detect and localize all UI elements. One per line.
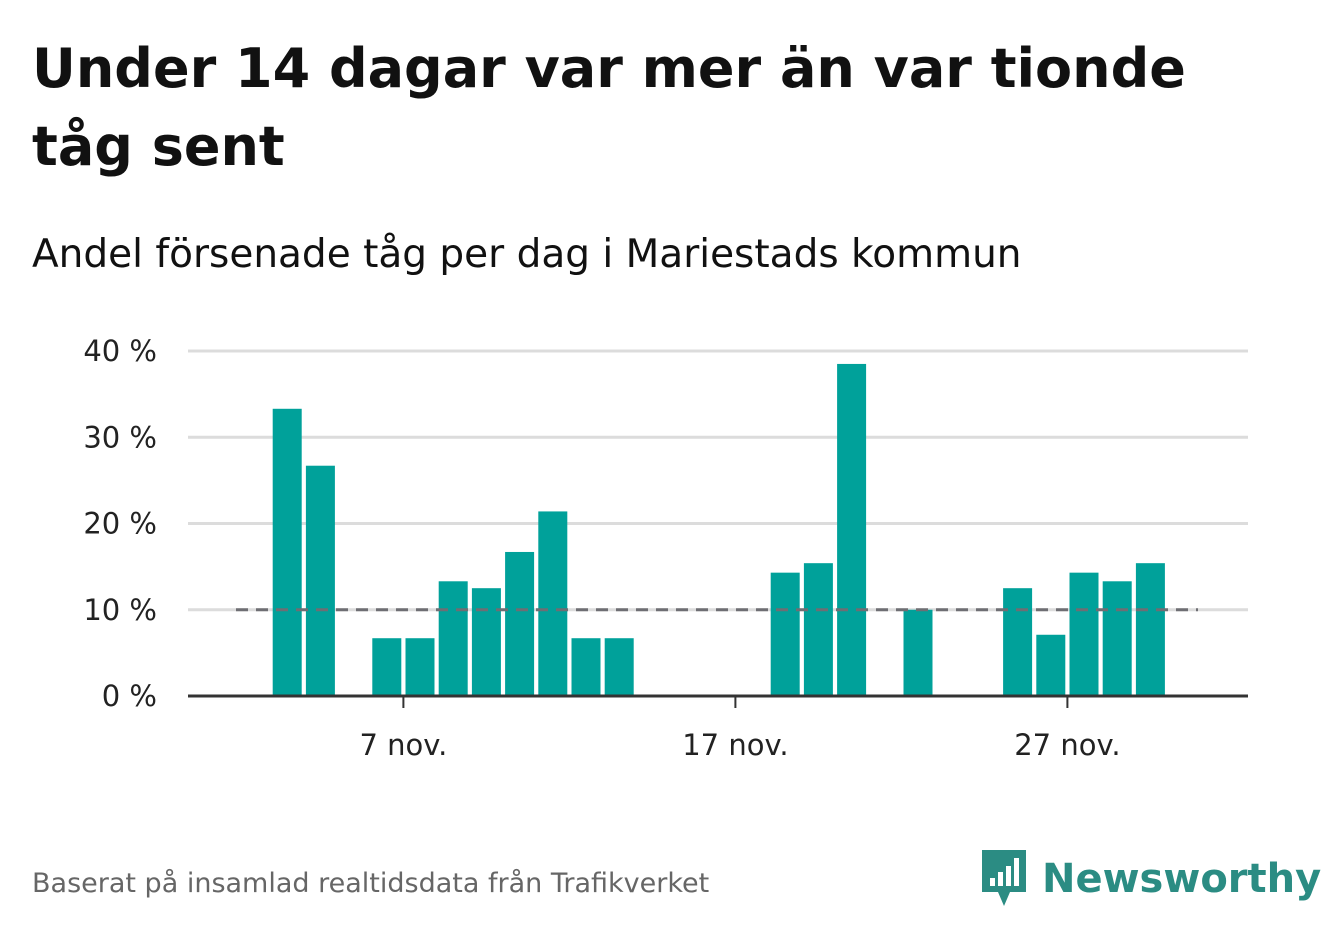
bar bbox=[538, 511, 568, 696]
y-tick-label: 40 % bbox=[83, 334, 157, 368]
bar bbox=[604, 638, 634, 696]
brand-logo: Newsworthy bbox=[980, 848, 1321, 910]
bar bbox=[770, 572, 800, 696]
bar bbox=[1003, 588, 1033, 696]
chart-title: Under 14 dagar var mer än var tionde tåg… bbox=[32, 37, 1186, 178]
bar bbox=[1135, 563, 1165, 696]
y-tick-label: 30 % bbox=[83, 420, 157, 454]
axes: 0 % 10 % 20 % 30 % 40 % 7 nov. 17 nov. 27 nov. bbox=[83, 334, 1248, 762]
bar bbox=[803, 563, 833, 696]
chart-subtitle: Andel försenade tåg per dag i Mariestads… bbox=[32, 232, 1022, 277]
bar bbox=[438, 581, 468, 696]
bar bbox=[1069, 572, 1099, 696]
y-tick-label: 0 % bbox=[102, 679, 157, 713]
bar bbox=[837, 363, 867, 696]
y-tick-label: 20 % bbox=[83, 507, 157, 541]
x-tick-label: 27 nov. bbox=[1014, 728, 1120, 762]
bar bbox=[272, 408, 302, 696]
bars bbox=[272, 363, 1165, 696]
bar bbox=[571, 638, 601, 696]
bar bbox=[505, 551, 535, 696]
bar bbox=[305, 465, 335, 696]
bar bbox=[903, 609, 933, 696]
source-note: Baserat på insamlad realtidsdata från Tr… bbox=[32, 868, 710, 899]
gridlines bbox=[188, 349, 1248, 612]
y-tick-label: 10 % bbox=[83, 593, 157, 627]
x-tick-label: 17 nov. bbox=[682, 728, 788, 762]
bar bbox=[471, 588, 501, 696]
x-tick-label: 7 nov. bbox=[359, 728, 447, 762]
bar bbox=[1036, 634, 1066, 696]
bar bbox=[1102, 581, 1132, 696]
brand-name: Newsworthy bbox=[1042, 856, 1322, 902]
bar bbox=[405, 638, 435, 696]
bar-chart: 0 % 10 % 20 % 30 % 40 % 7 nov. 17 nov. 27 nov. bbox=[83, 334, 1248, 762]
newsworthy-logo-icon bbox=[982, 850, 1026, 906]
bar bbox=[372, 638, 402, 696]
